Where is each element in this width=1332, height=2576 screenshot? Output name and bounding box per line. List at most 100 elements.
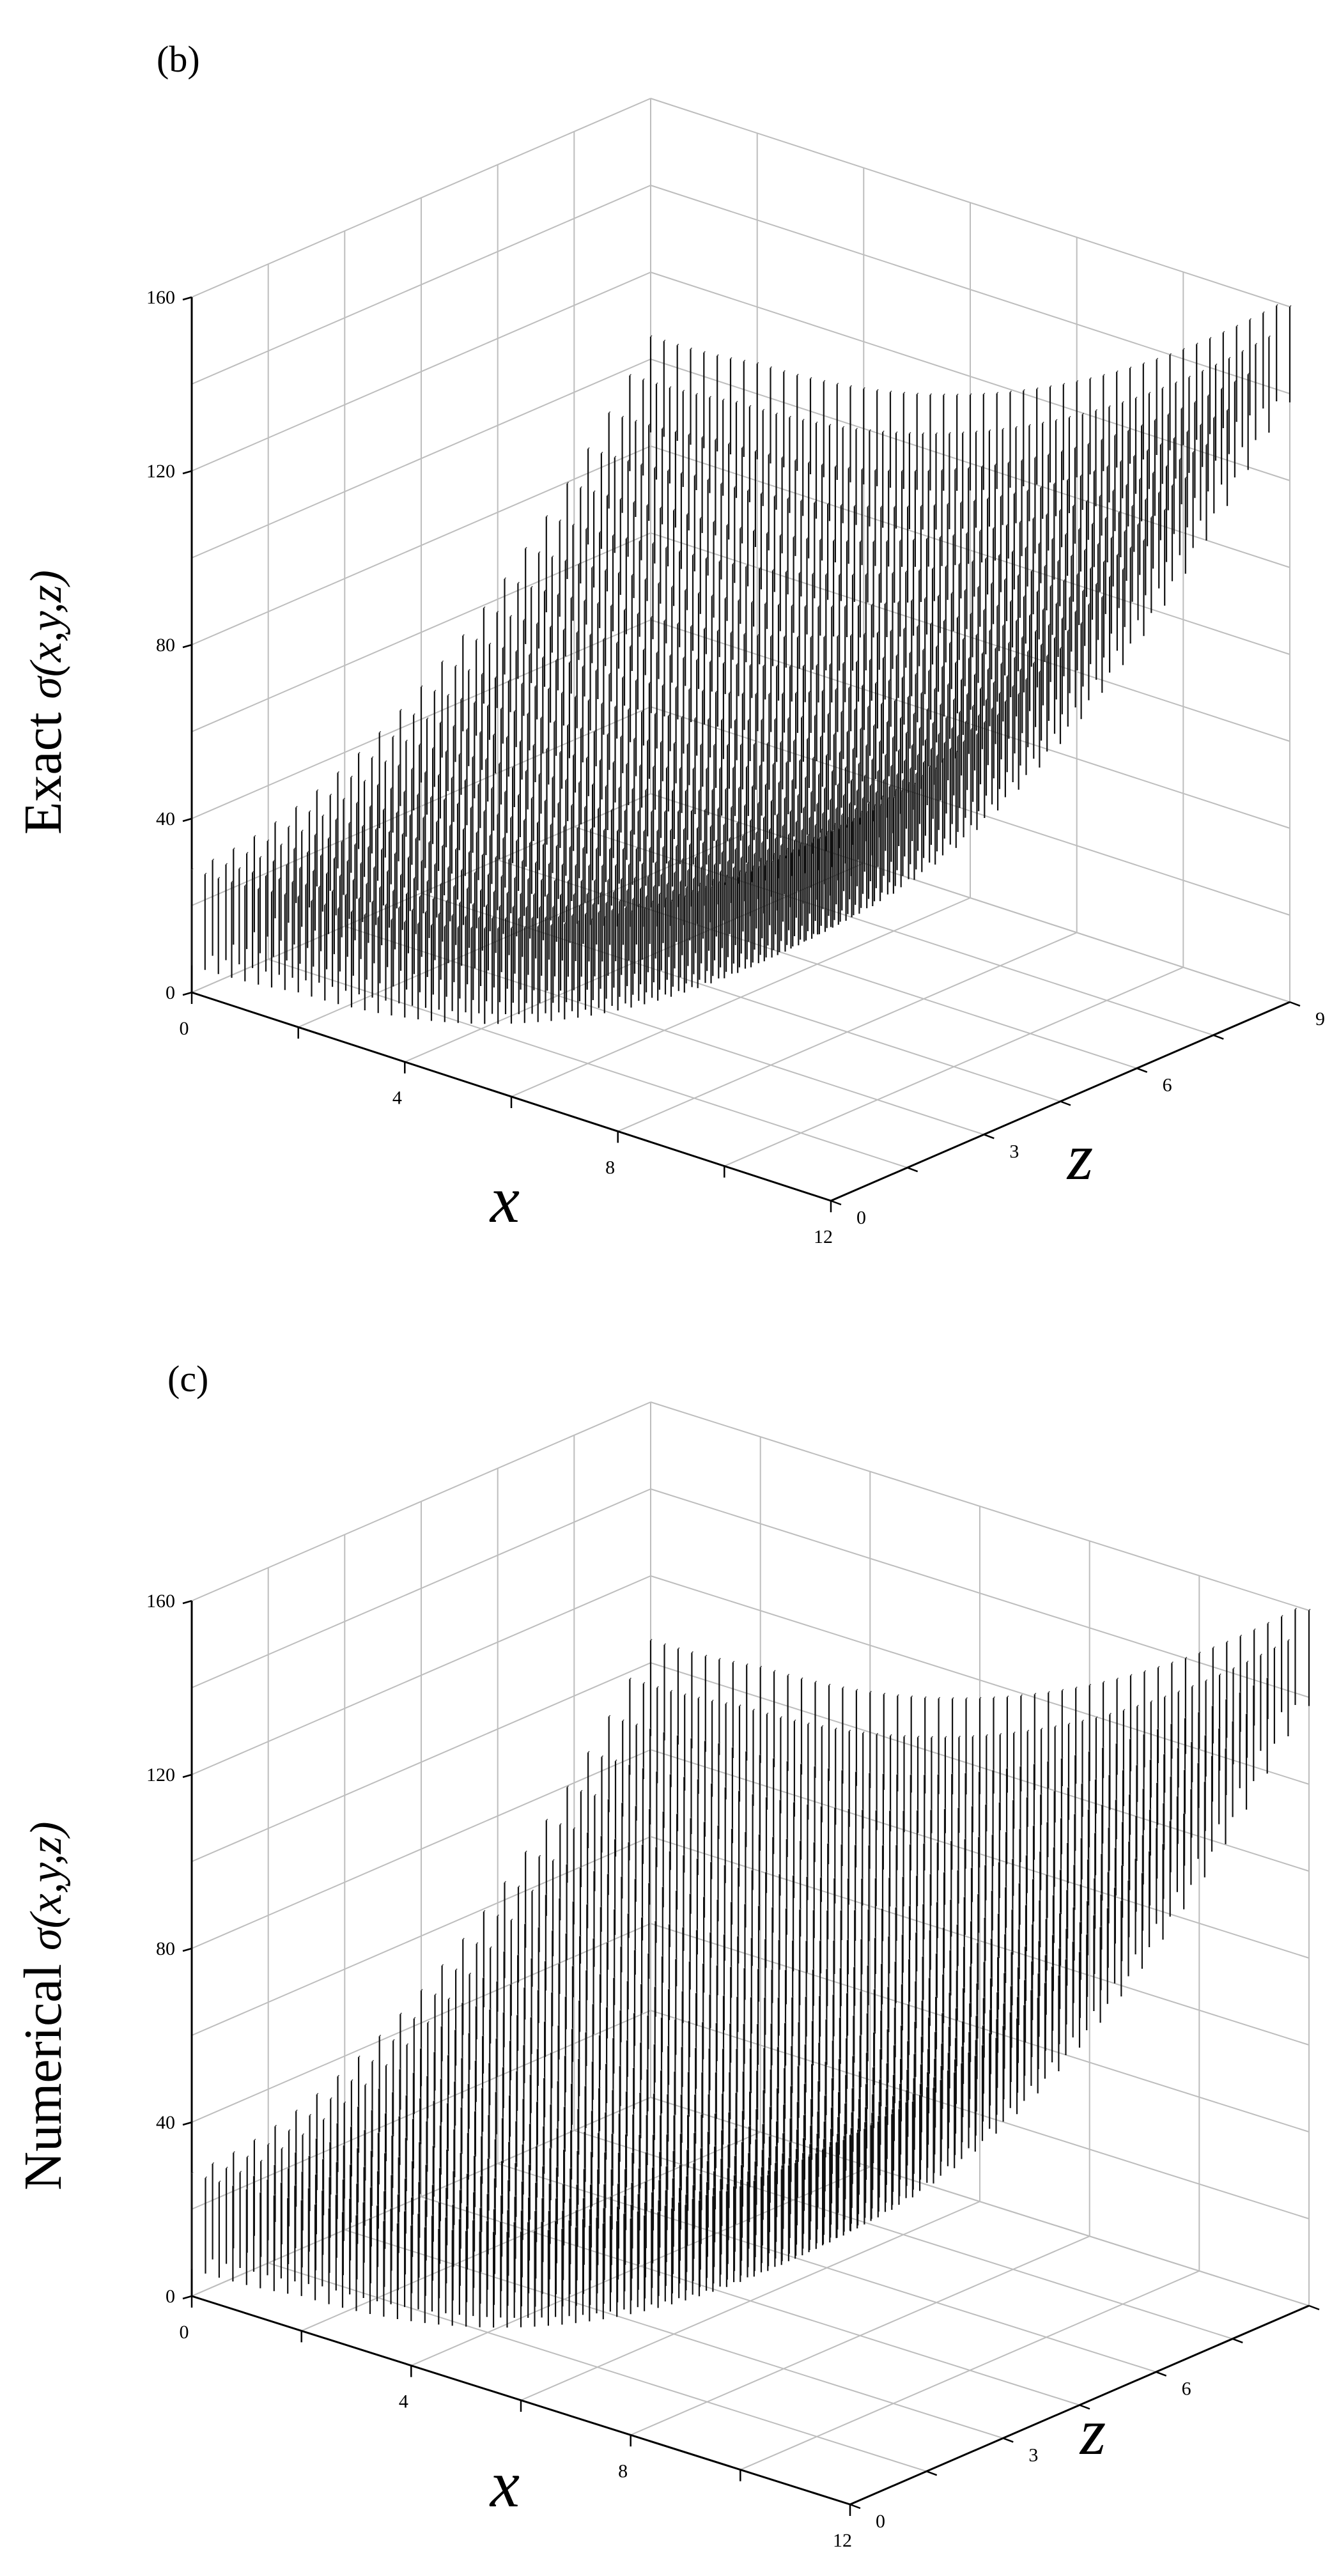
bar-tip xyxy=(1080,1883,1083,1885)
bar-tip xyxy=(559,519,562,521)
bar-tip xyxy=(419,895,422,897)
bar-tip xyxy=(1212,1704,1214,1707)
bar-tip xyxy=(928,469,931,472)
bar-tip xyxy=(711,1782,713,1784)
bar-tip xyxy=(713,520,716,523)
bar-tip xyxy=(955,661,957,663)
y-tick-label: 9 xyxy=(1315,1008,1325,1030)
bar-tip xyxy=(581,879,584,882)
bar-tip xyxy=(883,1692,886,1695)
bar-tip xyxy=(775,412,778,415)
bar-tip xyxy=(294,2184,297,2186)
bar-tip xyxy=(434,690,437,692)
bar-tip xyxy=(1260,1653,1262,1656)
bar-tip xyxy=(826,1967,828,1970)
bar-tip xyxy=(910,767,912,769)
bar-tip xyxy=(1122,401,1124,403)
bar-tip xyxy=(929,765,931,767)
bar-tip xyxy=(674,2113,676,2116)
bar-tip xyxy=(855,1843,857,1846)
bar-tip xyxy=(821,1805,823,1807)
bar-tip xyxy=(712,2194,715,2197)
bar-tip xyxy=(577,920,580,923)
bar-tip xyxy=(529,653,531,656)
bar-tip xyxy=(807,833,810,837)
bar-tip xyxy=(624,906,628,909)
bar-tip xyxy=(726,523,729,526)
bar-tip xyxy=(445,2216,447,2218)
bar-tip xyxy=(802,2151,805,2154)
bar-tip xyxy=(1037,1996,1040,1998)
bar-tip xyxy=(868,1844,871,1846)
bar-tip xyxy=(459,2217,461,2220)
bar-tip xyxy=(1023,2003,1026,2006)
bar-tip xyxy=(996,1991,999,1993)
bar-tip xyxy=(621,1875,623,1878)
bar-tip xyxy=(940,703,943,706)
bar-tip xyxy=(329,2207,331,2209)
bar-tip xyxy=(461,2001,464,2003)
bar-tip xyxy=(1038,1940,1041,1942)
bar-tip xyxy=(350,775,353,778)
bar-tip xyxy=(729,2071,731,2073)
bar-tip xyxy=(741,856,743,859)
bar-tip xyxy=(438,912,441,914)
bar-tip xyxy=(313,869,315,872)
floor-gridline xyxy=(497,2163,1157,2373)
bar-tip xyxy=(722,851,724,853)
bar-tip xyxy=(1018,1927,1021,1930)
bar-tip xyxy=(419,743,421,746)
bar-tip xyxy=(940,536,942,538)
bar-tip xyxy=(1034,1762,1036,1765)
bar-tip xyxy=(467,2131,470,2134)
bar-tip xyxy=(700,743,703,746)
bar-tip xyxy=(530,2016,533,2018)
bar-tip xyxy=(935,432,938,435)
floor-gridline xyxy=(344,925,984,1136)
bar-tip xyxy=(557,593,560,596)
bar-tip xyxy=(797,635,800,638)
bar-tip xyxy=(666,2164,669,2167)
bar-tip xyxy=(1004,1932,1007,1935)
bar-tip xyxy=(701,866,703,868)
bar-tip xyxy=(410,814,412,816)
bar-tip xyxy=(436,820,438,822)
bar-tip xyxy=(594,730,596,732)
bar-tip xyxy=(933,721,935,724)
bar-tip xyxy=(397,2221,399,2224)
bar-tip xyxy=(803,806,806,808)
bar-tip xyxy=(247,2155,249,2158)
bar-tip xyxy=(607,494,609,497)
y-tick xyxy=(1060,1100,1071,1106)
bar-tip xyxy=(927,2071,929,2073)
bar-tip xyxy=(853,2014,855,2016)
bar-tip xyxy=(755,831,758,833)
bar-tip xyxy=(897,1694,899,1697)
bar-tip xyxy=(775,2161,777,2164)
bar-tip xyxy=(585,912,587,914)
bar-tip xyxy=(650,335,653,337)
bar-tip xyxy=(849,385,853,387)
bar-tip xyxy=(337,907,340,909)
bar-tip xyxy=(706,2193,708,2196)
bar-tip xyxy=(497,610,499,613)
bar-tip xyxy=(592,902,595,905)
bar-tip xyxy=(472,755,475,758)
bar-tip xyxy=(688,433,691,435)
bar-tip xyxy=(819,1939,822,1941)
bar-tip xyxy=(551,1991,554,1993)
bar-tip xyxy=(1050,585,1053,587)
bar-tip xyxy=(625,2133,628,2135)
bar-tip xyxy=(520,739,522,742)
bar-tip xyxy=(598,2131,600,2134)
bar-tip xyxy=(413,2071,415,2074)
bar-tip xyxy=(954,468,957,470)
bar-tip xyxy=(859,2069,862,2072)
bar-tip xyxy=(510,1983,513,1986)
bar-tip xyxy=(1128,1840,1131,1842)
bar-tip xyxy=(792,1939,794,1941)
bar-tip xyxy=(357,2147,359,2149)
bar-tip xyxy=(445,750,448,752)
